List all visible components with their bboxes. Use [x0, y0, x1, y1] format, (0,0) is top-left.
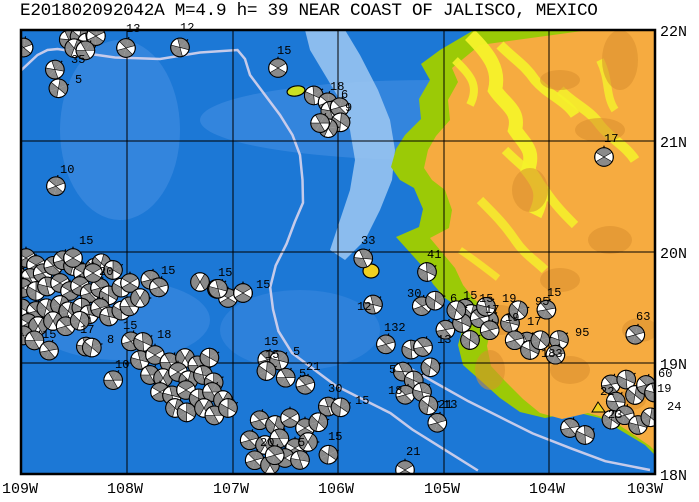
svg-text:19: 19 — [657, 382, 671, 396]
svg-text:30: 30 — [328, 382, 342, 396]
svg-text:15: 15 — [265, 348, 279, 362]
svg-text:33: 33 — [361, 234, 375, 248]
svg-text:95: 95 — [535, 295, 549, 309]
svg-text:5: 5 — [389, 363, 396, 377]
svg-text:15: 15 — [256, 278, 270, 292]
svg-text:22N: 22N — [660, 24, 687, 41]
svg-text:15: 15 — [355, 394, 369, 408]
svg-text:18N: 18N — [660, 468, 687, 485]
svg-text:17: 17 — [485, 303, 499, 317]
svg-text:103W: 103W — [627, 481, 663, 498]
svg-text:95: 95 — [575, 326, 589, 340]
svg-text:10: 10 — [60, 163, 74, 177]
svg-text:17: 17 — [604, 132, 618, 146]
svg-text:107W: 107W — [213, 481, 249, 498]
svg-text:106W: 106W — [318, 481, 354, 498]
svg-text:5: 5 — [293, 345, 300, 359]
svg-text:183: 183 — [541, 347, 563, 361]
svg-text:15: 15 — [123, 319, 137, 333]
svg-text:41: 41 — [427, 248, 441, 262]
svg-text:20N: 20N — [660, 246, 687, 263]
svg-text:15: 15 — [218, 266, 232, 280]
svg-text:8: 8 — [107, 333, 114, 347]
svg-text:35: 35 — [71, 53, 85, 67]
svg-text:19N: 19N — [660, 357, 687, 374]
svg-text:10: 10 — [115, 358, 129, 372]
svg-text:21: 21 — [438, 398, 452, 412]
svg-text:108W: 108W — [107, 481, 143, 498]
svg-text:109W: 109W — [2, 481, 38, 498]
svg-text:15: 15 — [264, 335, 278, 349]
svg-text:5: 5 — [298, 436, 305, 450]
svg-text:9: 9 — [345, 101, 352, 115]
svg-text:105W: 105W — [424, 481, 460, 498]
svg-text:17: 17 — [527, 315, 541, 329]
svg-text:132: 132 — [384, 321, 406, 335]
svg-text:23: 23 — [608, 408, 622, 422]
svg-text:12: 12 — [357, 300, 371, 314]
svg-text:6: 6 — [341, 88, 348, 102]
svg-text:30: 30 — [407, 287, 421, 301]
svg-text:21: 21 — [306, 360, 320, 374]
svg-text:22: 22 — [600, 385, 614, 399]
svg-text:5: 5 — [75, 73, 82, 87]
svg-text:21: 21 — [406, 445, 420, 459]
svg-text:15: 15 — [277, 44, 291, 58]
svg-text:21N: 21N — [660, 135, 687, 152]
svg-text:17: 17 — [80, 323, 94, 337]
svg-text:20: 20 — [99, 265, 113, 279]
svg-text:63: 63 — [636, 310, 650, 324]
svg-text:E201802092042A M=4.9 h= 39: E201802092042A M=4.9 h= 39 NEAR COAST OF… — [20, 1, 598, 21]
svg-text:15: 15 — [328, 430, 342, 444]
svg-text:15: 15 — [42, 328, 56, 342]
svg-text:18: 18 — [157, 328, 171, 342]
svg-text:15: 15 — [161, 264, 175, 278]
svg-text:20: 20 — [260, 436, 274, 450]
svg-text:24: 24 — [667, 400, 681, 414]
svg-text:104W: 104W — [529, 481, 565, 498]
svg-text:6: 6 — [450, 292, 457, 306]
svg-text:13: 13 — [437, 333, 451, 347]
svg-text:19: 19 — [505, 311, 519, 325]
svg-text:12: 12 — [180, 21, 194, 35]
svg-text:15: 15 — [463, 289, 477, 303]
svg-text:19: 19 — [502, 292, 516, 306]
svg-text:18: 18 — [388, 384, 402, 398]
svg-text:15: 15 — [79, 234, 93, 248]
